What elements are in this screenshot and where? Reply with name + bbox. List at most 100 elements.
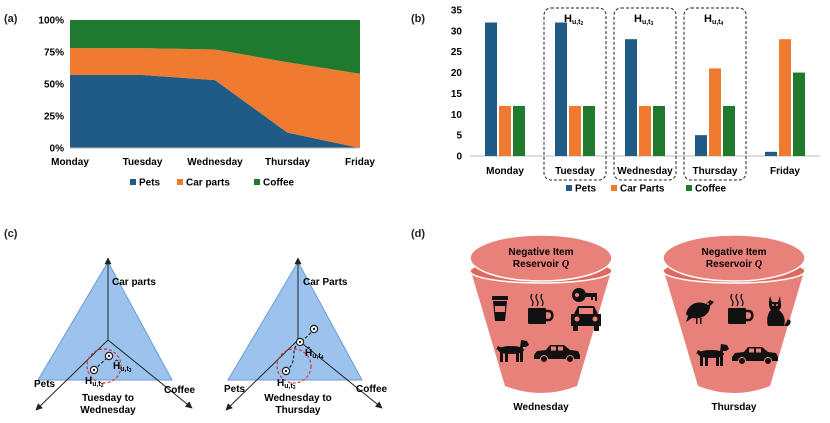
highlight-box	[543, 7, 607, 181]
highlight-label: Hu,t3	[634, 13, 654, 27]
x-tick-label: Friday	[345, 157, 375, 168]
caption-line2: Wednesday	[80, 405, 136, 416]
y-tick-label: 100%	[38, 16, 64, 27]
car-side-icon	[732, 347, 778, 365]
bar-car-parts	[709, 68, 721, 156]
point-previous-center	[284, 369, 288, 373]
caption-line1: Wednesday to	[264, 393, 332, 404]
reservoir-title-line1: Negative Item	[701, 247, 766, 258]
y-tick-label: 75%	[44, 48, 64, 59]
panel-b-label: (b)	[411, 13, 426, 25]
legend-label: Coffee	[263, 178, 295, 189]
axis-coffee-arrow	[107, 339, 193, 409]
dog-icon	[496, 340, 529, 362]
y-tick-label: 25	[451, 47, 463, 58]
point-current-center	[312, 327, 316, 331]
label-h: Hu,t3	[277, 378, 296, 391]
area-series-car-parts	[70, 48, 360, 148]
bar-coffee	[653, 105, 665, 156]
highlight-box	[683, 7, 747, 181]
x-tick-label: Wednesday	[187, 157, 243, 168]
legend-swatch	[177, 179, 183, 185]
legend-label: Car parts	[186, 178, 230, 189]
y-tick-label: 25%	[44, 112, 64, 123]
y-tick-label: 50%	[44, 80, 64, 91]
caption-line1: Tuesday to	[82, 393, 134, 404]
bar-coffee	[513, 105, 525, 156]
label-hat-h: Ĥu,t3	[113, 359, 132, 374]
legend-swatch	[254, 179, 260, 185]
reservoir-title-line1: Negative Item	[508, 247, 573, 258]
dog-icon	[696, 344, 729, 366]
bar-coffee	[793, 72, 805, 156]
axis-label-pets: Pets	[224, 384, 246, 395]
x-tick-label: Friday	[770, 166, 800, 177]
bar-car-parts	[639, 105, 651, 156]
y-tick-label: 35	[451, 6, 463, 17]
label-hat-h: Ĥu,t4	[305, 346, 324, 361]
reservoir-caption: Thursday	[711, 402, 756, 413]
reservoir-thursday: Negative Item Reservoir Q	[662, 234, 806, 413]
reservoir-wednesday: Negative Item Reservoir Q	[469, 234, 613, 413]
car-side-icon	[534, 345, 580, 363]
point-previous-center	[92, 368, 96, 372]
legend-swatch	[566, 185, 572, 191]
y-tick-label: 20	[451, 68, 463, 79]
simplex-triangle	[227, 260, 363, 381]
neighborhood-circle	[276, 348, 312, 384]
bar-car-parts	[499, 105, 511, 156]
reservoir-caption: Wednesday	[513, 402, 569, 413]
neighborhood-circle	[86, 348, 122, 384]
axis-label-pets: Pets	[34, 379, 56, 390]
bar-pets	[555, 22, 567, 157]
axis-label-car-parts: Car parts	[112, 277, 156, 288]
car-key-icon	[572, 288, 597, 302]
bar-pets	[625, 39, 637, 157]
panel-d-label: (d)	[411, 228, 426, 240]
hot-coffee-mug-icon	[528, 293, 554, 324]
legend-label: Car Parts	[620, 184, 665, 195]
reservoir-title-line2: Reservoir Q	[706, 259, 762, 270]
y-tick-label: 5	[456, 131, 462, 142]
transition-path	[285, 328, 315, 372]
x-tick-label: Wednesday	[617, 166, 673, 177]
cat-icon	[767, 296, 791, 326]
axis-coffee-arrow	[297, 339, 383, 409]
bucket-body	[663, 268, 805, 393]
label-h: Hu,t2	[85, 376, 104, 389]
caption-line2: Thursday	[275, 405, 320, 416]
point-current-center	[107, 354, 111, 358]
bar-pets	[695, 135, 707, 156]
y-tick-label: 15	[451, 89, 463, 100]
y-tick-label: 10	[451, 110, 463, 121]
y-tick-label: 0%	[50, 144, 65, 155]
simplex-triangle	[37, 260, 173, 381]
bird-icon	[686, 300, 714, 324]
legend-label: Pets	[139, 178, 161, 189]
simplex-right: Ĥu,t4 Hu,t3 Car Parts Pets Coffee Wednes…	[224, 257, 388, 416]
bar-pets	[485, 22, 497, 157]
legend-label: Pets	[575, 184, 597, 195]
x-tick-label: Monday	[51, 157, 89, 168]
bar-car-parts	[569, 105, 581, 156]
y-tick-label: 0	[456, 152, 462, 163]
bucket-lid	[469, 234, 613, 282]
x-tick-label: Tuesday	[123, 157, 163, 168]
legend-swatch	[686, 185, 692, 191]
grouped-bar-chart: 0 5 10 15 20 25 30 35 Hu,t2 Hu,t3 Hu,t4 Monday Tuesd…	[451, 6, 820, 195]
highlight-label: Hu,t2	[564, 13, 584, 27]
legend-swatch	[611, 185, 617, 191]
legend-swatch	[130, 179, 136, 185]
x-tick-label: Tuesday	[555, 166, 595, 177]
highlight-box	[613, 7, 677, 181]
y-tick-label: 30	[451, 26, 463, 37]
bar-coffee	[723, 105, 735, 156]
bar-pets	[765, 151, 777, 156]
point-mid-center	[298, 340, 302, 344]
axis-label-coffee: Coffee	[356, 384, 388, 395]
area-series-pets	[70, 75, 360, 148]
bar-coffee	[583, 105, 595, 156]
simplex-left: Ĥu,t3 Hu,t2 Car parts Pets Coffee Tuesda…	[34, 257, 196, 416]
panel-a-label: (a)	[4, 13, 18, 25]
